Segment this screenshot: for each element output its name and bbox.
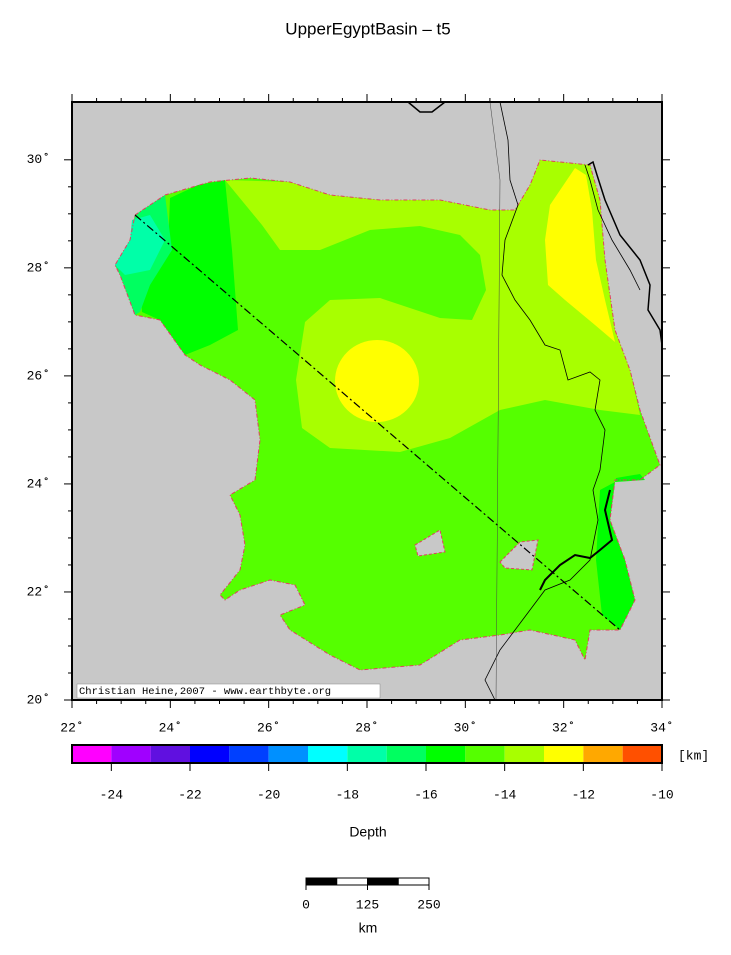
colorbar-tick-label: -22 bbox=[178, 787, 201, 802]
scalebar-label: 125 bbox=[356, 897, 379, 912]
river bbox=[484, 101, 606, 701]
y-tick-label: 28˚ bbox=[27, 260, 50, 275]
contour-zone bbox=[140, 180, 238, 355]
colorbar-swatch bbox=[190, 745, 230, 763]
y-tick-label: 20˚ bbox=[27, 692, 50, 707]
scalebar-unit: km bbox=[359, 920, 378, 936]
coast bbox=[407, 101, 446, 113]
coast bbox=[587, 160, 663, 346]
colorbar-tick-label: -14 bbox=[493, 787, 517, 802]
x-tick-label: 26˚ bbox=[257, 720, 280, 735]
x-tick-label: 24˚ bbox=[159, 720, 182, 735]
contour-zone bbox=[335, 340, 419, 422]
contour-zone bbox=[596, 482, 635, 630]
y-tick-label: 26˚ bbox=[27, 368, 50, 383]
hole bbox=[499, 539, 539, 571]
contour-zone bbox=[615, 474, 645, 482]
x-tick-label: 22˚ bbox=[60, 720, 83, 735]
colorbar-swatch bbox=[583, 745, 623, 763]
basin bbox=[114, 159, 661, 671]
border bbox=[489, 101, 501, 701]
contour-zone bbox=[545, 168, 615, 342]
scalebar-segment bbox=[336, 877, 368, 886]
y-tick-label: 22˚ bbox=[27, 584, 50, 599]
basin-outline bbox=[114, 159, 661, 671]
scalebar-label: 250 bbox=[417, 897, 440, 912]
colorbar-swatch bbox=[622, 745, 662, 763]
colorbar-swatch bbox=[111, 745, 151, 763]
scalebar-segment bbox=[367, 877, 399, 886]
colorbar-swatch bbox=[72, 745, 112, 763]
colorbar-label: Depth bbox=[349, 824, 386, 840]
colorbar-swatch bbox=[268, 745, 308, 763]
x-tick-label: 30˚ bbox=[454, 720, 477, 735]
colorbar-tick-label: -10 bbox=[650, 787, 673, 802]
x-tick-label: 34˚ bbox=[650, 720, 673, 735]
coastlines bbox=[134, 101, 663, 701]
colorbar-tick-label: -18 bbox=[336, 787, 359, 802]
colorbar-swatch bbox=[150, 745, 190, 763]
colorbar-swatch bbox=[544, 745, 584, 763]
colorbar-tick-label: -12 bbox=[572, 787, 595, 802]
credit: Christian Heine,2007 - www.earthbyte.org bbox=[79, 686, 331, 698]
colorbar-swatch bbox=[504, 745, 544, 763]
coast bbox=[584, 164, 641, 291]
lake bbox=[539, 489, 614, 591]
scalebar-segment bbox=[397, 877, 430, 886]
hole bbox=[414, 529, 446, 557]
colorbar-tick-label: -24 bbox=[100, 787, 124, 802]
contour-zone bbox=[225, 160, 640, 452]
colorbar-swatch bbox=[308, 745, 348, 763]
colorbar-tick-label: -16 bbox=[414, 787, 437, 802]
colorbar-unit: [km] bbox=[678, 748, 709, 763]
scalebar-label: 0 bbox=[302, 897, 310, 912]
colorbar-swatch bbox=[426, 745, 466, 763]
credit-box bbox=[76, 683, 381, 699]
colorbar-swatch bbox=[465, 745, 505, 763]
title: UpperEgyptBasin – t5 bbox=[285, 19, 450, 38]
profile-line bbox=[134, 214, 621, 631]
colorbar-frame bbox=[71, 744, 663, 764]
y-tick-label: 30˚ bbox=[27, 152, 50, 167]
colorbar-tick-label: -20 bbox=[257, 787, 280, 802]
x-tick-label: 28˚ bbox=[355, 720, 378, 735]
colorbar-swatch bbox=[347, 745, 387, 763]
y-tick-label: 24˚ bbox=[27, 476, 50, 491]
colorbar-swatch bbox=[386, 745, 426, 763]
scalebar-segment bbox=[305, 877, 338, 886]
colorbar-swatch bbox=[229, 745, 269, 763]
x-tick-label: 32˚ bbox=[552, 720, 575, 735]
